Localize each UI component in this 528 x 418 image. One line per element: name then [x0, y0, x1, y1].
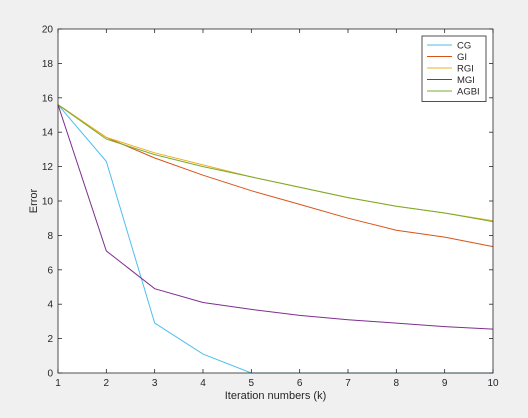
y-tick-label: 10 [42, 197, 54, 208]
y-tick-label: 14 [42, 128, 54, 139]
y-tick-label: 8 [47, 231, 53, 242]
x-tick-label: 4 [200, 378, 206, 389]
x-tick-label: 2 [104, 378, 110, 389]
x-axis-ticks: 1 2 3 4 5 6 7 8 9 10 [55, 29, 499, 389]
y-tick-label: 0 [47, 369, 53, 380]
legend-label-agbi: AGBI [457, 87, 480, 98]
x-axis-label: Iteration numbers (k) [225, 390, 326, 402]
x-tick-label: 5 [249, 378, 255, 389]
legend-label-gi: GI [457, 52, 467, 63]
x-tick-label: 7 [345, 378, 351, 389]
x-tick-label: 8 [394, 378, 400, 389]
y-tick-label: 6 [47, 265, 53, 276]
legend-label-rgi: RGI [457, 64, 474, 75]
y-axis-label: Error [28, 188, 40, 213]
x-tick-label: 3 [152, 378, 158, 389]
series-line-gi [57, 104, 494, 248]
series-line-mgi [57, 104, 494, 330]
plot-area [58, 29, 493, 373]
x-tick-label: 1 [55, 378, 61, 389]
x-tick-label: 6 [297, 378, 303, 389]
y-tick-label: 4 [47, 300, 53, 311]
y-tick-label: 12 [42, 162, 54, 173]
series-line-agbi [57, 104, 494, 223]
x-tick-label: 9 [442, 378, 448, 389]
y-tick-label: 20 [42, 25, 54, 36]
y-tick-label: 2 [47, 334, 53, 345]
y-tick-label: 18 [42, 59, 54, 70]
legend-label-cg: CG [457, 41, 471, 52]
y-tick-label: 16 [42, 93, 54, 104]
legend-label-mgi: MGI [457, 75, 475, 86]
x-tick-label: 10 [487, 378, 499, 389]
y-axis-ticks: 0 2 4 6 8 10 12 14 16 18 20 [42, 25, 493, 380]
